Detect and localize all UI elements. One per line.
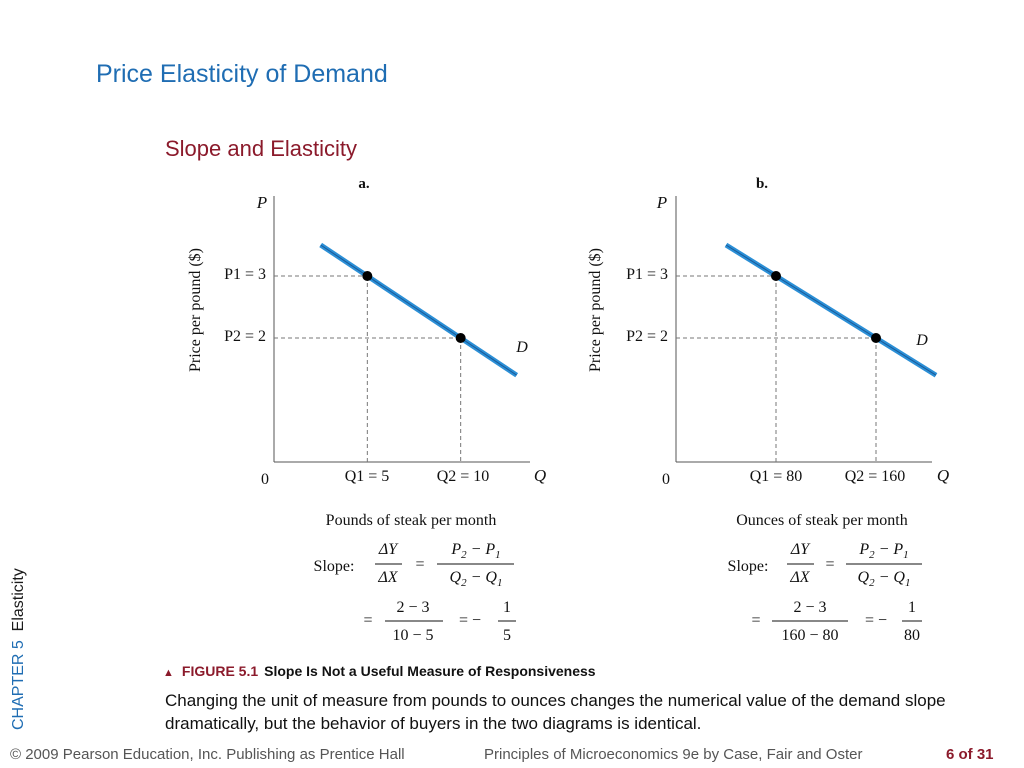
q2-tick-label: Q2 = 160 xyxy=(845,468,906,485)
figure-number: FIGURE 5.1 xyxy=(181,663,259,679)
calc-equals: = xyxy=(363,612,372,629)
calc-equals: = xyxy=(751,612,760,629)
p2-tick-label: P2 = 2 xyxy=(224,328,266,345)
y-axis-title: Price per pound ($) xyxy=(587,248,604,372)
calc-result-sign: = − xyxy=(459,612,481,629)
q2-tick-label: Q2 = 10 xyxy=(437,468,490,485)
calc-result-sign: = − xyxy=(865,612,887,629)
formula-delta-y: ΔY xyxy=(790,541,811,558)
page-number: 6 of 31 xyxy=(946,746,994,763)
calc-denominator: 10 − 5 xyxy=(392,627,433,644)
y-axis-letter: P xyxy=(656,193,667,212)
x-axis-title: Pounds of steak per month xyxy=(326,512,497,529)
calc-result-numerator: 1 xyxy=(908,599,916,616)
origin-label: 0 xyxy=(261,471,269,488)
y-axis-letter: P xyxy=(256,193,267,212)
calc-numerator: 2 − 3 xyxy=(396,599,429,616)
calc-result-denominator: 80 xyxy=(904,627,920,644)
panel-label: a. xyxy=(358,176,370,192)
slide-subtitle: Slope and Elasticity xyxy=(165,136,357,161)
calc-result-numerator: 1 xyxy=(503,599,511,616)
slope-word: Slope: xyxy=(728,558,769,575)
x-axis-letter: Q xyxy=(534,466,546,485)
chart-panel-b: b. P Price per pound ($) P1 = 3 P2 = 2 0… xyxy=(587,176,949,644)
origin-label: 0 xyxy=(662,471,670,488)
p2-tick-label: P2 = 2 xyxy=(626,328,668,345)
q1-tick-label: Q1 = 5 xyxy=(345,468,390,485)
x-axis-letter: Q xyxy=(937,466,949,485)
y-axis-title: Price per pound ($) xyxy=(187,248,204,372)
q1-tick-label: Q1 = 80 xyxy=(750,468,803,485)
formula-q-diff: Q2 − Q1 xyxy=(450,569,503,589)
demand-curve-core xyxy=(320,244,517,376)
footer-book-title: Principles of Microeconomics 9e by Case,… xyxy=(484,746,863,763)
figure-caption: ▲ FIGURE 5.1 Slope Is Not a Useful Measure… xyxy=(163,663,596,679)
curve-label: D xyxy=(915,332,928,349)
calc-numerator: 2 − 3 xyxy=(793,599,826,616)
formula-delta-y: ΔY xyxy=(378,541,399,558)
panel-label: b. xyxy=(756,176,768,192)
figure-charts: a. P Price per pound ($) P1 = 3 P2 = 2 0… xyxy=(187,176,949,644)
footer-copyright: © 2009 Pearson Education, Inc. Publishin… xyxy=(10,746,405,763)
page-title: Price Elasticity of Demand xyxy=(96,60,388,88)
x-axis-title: Ounces of steak per month xyxy=(736,512,908,529)
formula-delta-x: ΔX xyxy=(789,569,810,586)
formula-q-diff: Q2 − Q1 xyxy=(858,569,911,589)
p1-tick-label: P1 = 3 xyxy=(224,266,266,283)
formula-p-diff: P2 − P1 xyxy=(858,541,908,561)
figure-title: Slope Is Not a Useful Measure of Respons… xyxy=(264,663,596,679)
figure-description: Changing the unit of measure from pounds… xyxy=(165,691,946,733)
calc-result-denominator: 5 xyxy=(503,627,511,644)
caption-triangle-icon: ▲ xyxy=(163,667,174,679)
data-point-1 xyxy=(362,271,373,281)
slope-word: Slope: xyxy=(314,558,355,575)
demand-curve-core xyxy=(725,244,937,376)
curve-label: D xyxy=(515,339,528,356)
data-point-2 xyxy=(455,333,466,343)
p1-tick-label: P1 = 3 xyxy=(626,266,668,283)
formula-equals: = xyxy=(825,556,834,573)
formula-equals: = xyxy=(415,556,424,573)
chart-panel-a: a. P Price per pound ($) P1 = 3 P2 = 2 0… xyxy=(187,176,546,644)
slide-footer: © 2009 Pearson Education, Inc. Publishin… xyxy=(0,744,1024,768)
calc-denominator: 160 − 80 xyxy=(781,627,838,644)
data-point-1 xyxy=(771,271,781,281)
formula-delta-x: ΔX xyxy=(377,569,398,586)
data-point-2 xyxy=(871,333,881,343)
formula-p-diff: P2 − P1 xyxy=(450,541,500,561)
